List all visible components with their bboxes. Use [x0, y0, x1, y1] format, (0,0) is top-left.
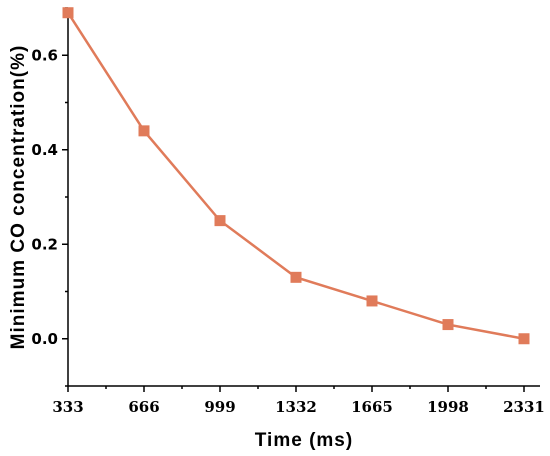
y-tick-label: 0.4	[31, 141, 58, 159]
x-tick-label: 333	[52, 398, 83, 416]
series	[62, 7, 530, 345]
y-tick-label: 0.0	[31, 330, 58, 348]
x-tick-label: 999	[204, 398, 235, 416]
x-tick-label: 1998	[427, 398, 469, 416]
y-tick-label: 0.6	[31, 46, 58, 64]
y-axis-title: Minimum CO concentration(%)	[8, 45, 29, 350]
data-point	[442, 319, 454, 331]
data-point	[518, 333, 530, 345]
x-tick-label: 1665	[351, 398, 393, 416]
data-point	[62, 7, 74, 19]
x-axis-title: Time (ms)	[255, 430, 353, 451]
x-tick-label: 666	[128, 398, 159, 416]
series-line	[66, 12, 525, 340]
data-point	[366, 295, 378, 307]
data-point	[138, 125, 150, 137]
data-point	[214, 215, 226, 227]
data-point	[290, 271, 302, 283]
y-tick-label: 0.2	[31, 235, 58, 253]
ticks: 333 666 999 1332 1665 1998 2331 0.0 0.2 0.4 0.6	[31, 7, 545, 416]
x-tick-label: 1332	[275, 398, 317, 416]
x-tick-label: 2331	[503, 398, 545, 416]
